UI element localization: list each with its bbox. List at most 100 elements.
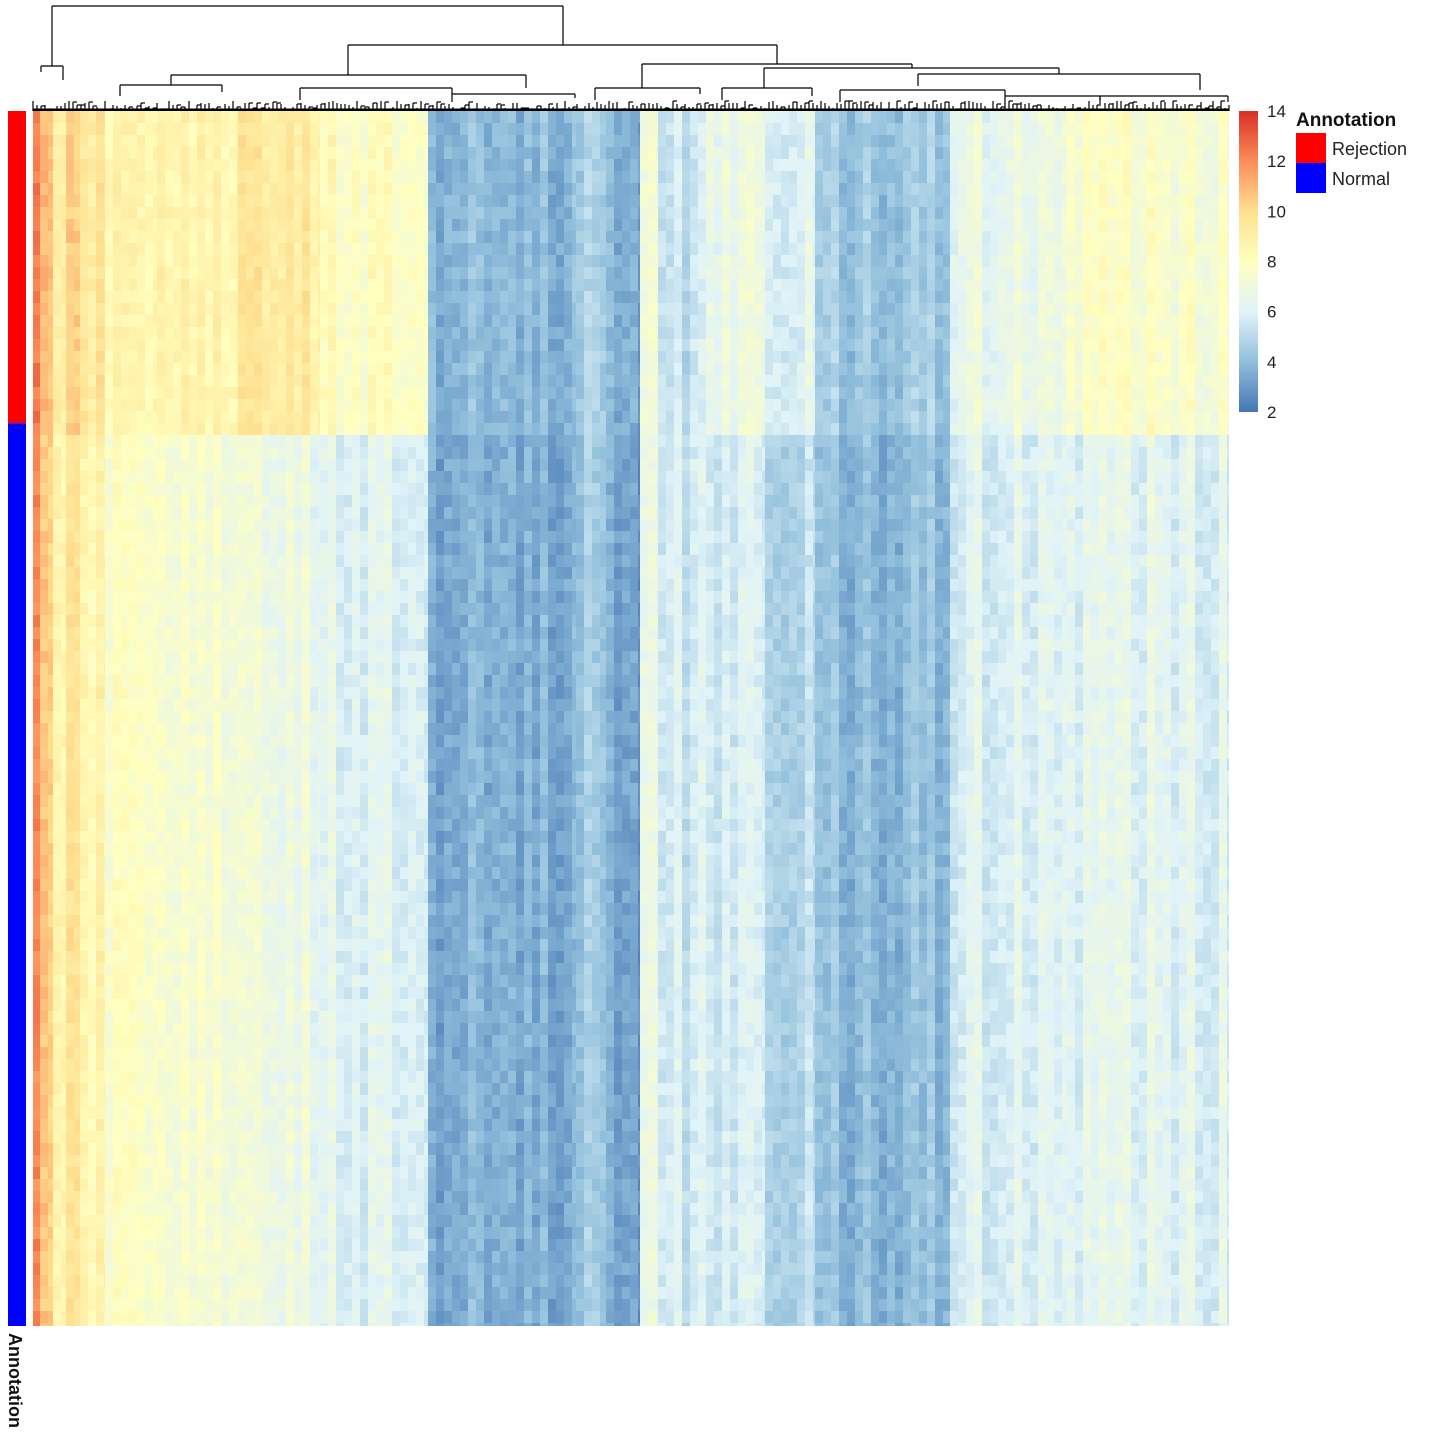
heatmap-cell (302, 519, 310, 531)
heatmap-cell (105, 1011, 113, 1023)
heatmap-cell (197, 1143, 205, 1155)
heatmap-cell (294, 267, 302, 279)
heatmap-cell (121, 159, 129, 171)
heatmap-cell (238, 903, 246, 915)
heatmap-cell (302, 291, 310, 303)
heatmap-cell (310, 279, 318, 291)
heatmap-cell (344, 231, 352, 243)
heatmap-cell (33, 579, 40, 591)
heatmap-cell (145, 387, 153, 399)
heatmap-cell (61, 147, 66, 159)
heatmap-cell (165, 1083, 173, 1095)
heatmap-cell (294, 1275, 302, 1287)
heatmap-cell (237, 171, 238, 183)
heatmap-cell (96, 1191, 104, 1203)
heatmap-cell (278, 231, 286, 243)
heatmap-cell (173, 219, 181, 231)
heatmap-cell (262, 459, 270, 471)
heatmap-cell (237, 867, 238, 879)
heatmap-cell (104, 987, 105, 999)
heatmap-cell (254, 795, 262, 807)
heatmap-cell (320, 1215, 328, 1227)
heatmap-cell (88, 567, 96, 579)
heatmap-cell (302, 555, 310, 567)
heatmap-cell (74, 567, 80, 579)
heatmap-cell (48, 1251, 53, 1263)
heatmap-cell (254, 1035, 262, 1047)
heatmap-cell (61, 1287, 66, 1299)
heatmap-cell (237, 1035, 238, 1047)
heatmap-cell (121, 519, 129, 531)
heatmap-cell (137, 1203, 145, 1215)
heatmap-cell (88, 1119, 96, 1131)
heatmap-cell (246, 1203, 254, 1215)
heatmap-cell (352, 267, 360, 279)
heatmap-cell (113, 663, 121, 675)
heatmap-cell (189, 1263, 197, 1275)
heatmap-cell (121, 351, 129, 363)
heatmap-cell (328, 1299, 336, 1311)
heatmap-cell (237, 195, 238, 207)
heatmap-cell (262, 543, 270, 555)
heatmap-cell (40, 951, 48, 963)
heatmap-cell (104, 1167, 105, 1179)
heatmap-cell (80, 1047, 88, 1059)
heatmap-cell (237, 843, 238, 855)
heatmap-cell (66, 183, 74, 195)
heatmap-cell (221, 1323, 229, 1326)
heatmap-cell (270, 1215, 278, 1227)
heatmap-cell (221, 411, 229, 423)
heatmap-cell (254, 687, 262, 699)
heatmap-cell (181, 411, 189, 423)
heatmap-cell (205, 327, 213, 339)
heatmap-cell (344, 387, 352, 399)
heatmap-cell (270, 1107, 278, 1119)
heatmap-cell (262, 339, 270, 351)
heatmap-cell (74, 315, 80, 327)
heatmap-cell (80, 699, 88, 711)
heatmap-cell (153, 1299, 157, 1311)
heatmap-cell (278, 531, 286, 543)
heatmap-cell (246, 459, 254, 471)
heatmap-cell (221, 1047, 229, 1059)
heatmap-cell (153, 147, 157, 159)
heatmap-cell (66, 315, 74, 327)
heatmap-cell (145, 675, 153, 687)
heatmap-cell (318, 723, 320, 735)
heatmap-cell (105, 531, 113, 543)
heatmap-cell (213, 927, 221, 939)
heatmap-cell (96, 651, 104, 663)
heatmap-cell (153, 591, 157, 603)
heatmap-cell (104, 375, 105, 387)
heatmap-cell (104, 519, 105, 531)
heatmap-cell (189, 1095, 197, 1107)
heatmap-cell (40, 1107, 48, 1119)
heatmap-cell (237, 963, 238, 975)
heatmap-cell (270, 735, 278, 747)
heatmap-cell (80, 387, 88, 399)
heatmap-cell (320, 699, 328, 711)
heatmap-cell (61, 399, 66, 411)
heatmap-cell (254, 1083, 262, 1095)
heatmap-cell (129, 495, 137, 507)
heatmap-cell (205, 1011, 213, 1023)
heatmap-cell (145, 447, 153, 459)
heatmap-cell (254, 1131, 262, 1143)
heatmap-cell (254, 1263, 262, 1275)
heatmap-cell (237, 723, 238, 735)
heatmap-cell (66, 231, 74, 243)
heatmap-cell (286, 507, 294, 519)
heatmap-cell (96, 267, 104, 279)
heatmap-cell (173, 795, 181, 807)
heatmap-cell (320, 231, 328, 243)
heatmap-cell (53, 1047, 61, 1059)
heatmap-cell (153, 807, 157, 819)
heatmap-cell (53, 987, 61, 999)
heatmap-cell (53, 771, 61, 783)
heatmap-cell (96, 999, 104, 1011)
heatmap-cell (310, 1083, 318, 1095)
heatmap-cell (48, 1323, 53, 1326)
heatmap-cell (181, 435, 189, 447)
heatmap-cell (40, 207, 48, 219)
heatmap-cell (105, 135, 113, 147)
